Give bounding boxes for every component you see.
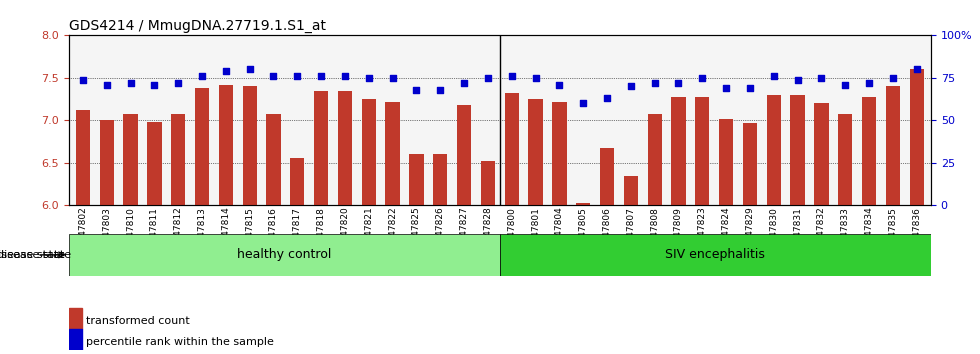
Text: disease state: disease state	[0, 250, 72, 260]
Point	[695, 75, 710, 81]
Bar	[338, 91, 352, 205]
Bar	[719, 119, 733, 205]
Bar	[242, 86, 257, 205]
Point	[742, 85, 758, 91]
Point	[289, 73, 305, 79]
Point	[670, 80, 686, 86]
Bar	[75, 110, 90, 205]
Bar	[362, 99, 376, 205]
Bar	[172, 114, 185, 205]
Point	[647, 80, 662, 86]
Point	[718, 85, 734, 91]
Bar	[410, 154, 423, 205]
Bar	[671, 97, 686, 205]
Point	[122, 80, 138, 86]
Bar	[219, 85, 233, 205]
Point	[75, 77, 91, 82]
Point	[147, 82, 163, 87]
FancyBboxPatch shape	[69, 234, 500, 276]
Bar	[576, 203, 590, 205]
Bar	[528, 99, 543, 205]
Bar	[600, 148, 614, 205]
Bar	[69, 329, 81, 350]
Point	[575, 101, 591, 106]
Bar	[123, 114, 137, 205]
Point	[266, 73, 281, 79]
Point	[861, 80, 877, 86]
Bar	[147, 122, 162, 205]
Point	[194, 73, 210, 79]
Bar	[766, 95, 781, 205]
Bar	[862, 97, 876, 205]
Point	[361, 75, 376, 81]
Point	[99, 82, 115, 87]
Bar	[481, 161, 495, 205]
Bar	[814, 103, 828, 205]
Bar	[743, 123, 758, 205]
Point	[837, 82, 853, 87]
Point	[409, 87, 424, 93]
Bar	[290, 158, 305, 205]
Bar	[314, 91, 328, 205]
FancyBboxPatch shape	[500, 234, 941, 276]
Point	[218, 68, 233, 74]
Text: disease state: disease state	[0, 250, 65, 260]
Point	[790, 77, 806, 82]
Bar	[69, 308, 81, 329]
Point	[908, 67, 924, 72]
Point	[337, 73, 353, 79]
Bar	[695, 97, 710, 205]
Bar	[100, 120, 114, 205]
Text: percentile rank within the sample: percentile rank within the sample	[86, 337, 273, 348]
Point	[527, 75, 543, 81]
Text: SIV encephalitis: SIV encephalitis	[665, 249, 765, 261]
Point	[432, 87, 448, 93]
Bar	[433, 154, 448, 205]
Point	[480, 75, 496, 81]
Text: transformed count: transformed count	[86, 316, 189, 326]
Bar	[195, 88, 209, 205]
Point	[242, 67, 258, 72]
Point	[171, 80, 186, 86]
Point	[314, 73, 329, 79]
Point	[552, 82, 567, 87]
Point	[504, 73, 519, 79]
Bar	[552, 102, 566, 205]
Bar	[791, 95, 805, 205]
Point	[885, 75, 901, 81]
Bar	[909, 69, 924, 205]
Point	[813, 75, 829, 81]
Point	[766, 73, 782, 79]
Bar	[648, 114, 662, 205]
Bar	[886, 86, 900, 205]
Point	[457, 80, 472, 86]
Bar	[457, 105, 471, 205]
Text: GDS4214 / MmugDNA.27719.1.S1_at: GDS4214 / MmugDNA.27719.1.S1_at	[69, 19, 325, 33]
Bar	[505, 93, 518, 205]
Bar	[838, 114, 853, 205]
Bar	[385, 102, 400, 205]
Bar	[267, 114, 280, 205]
Point	[599, 96, 614, 101]
Bar	[623, 176, 638, 205]
Point	[623, 84, 639, 89]
Point	[385, 75, 401, 81]
Text: healthy control: healthy control	[237, 249, 331, 261]
